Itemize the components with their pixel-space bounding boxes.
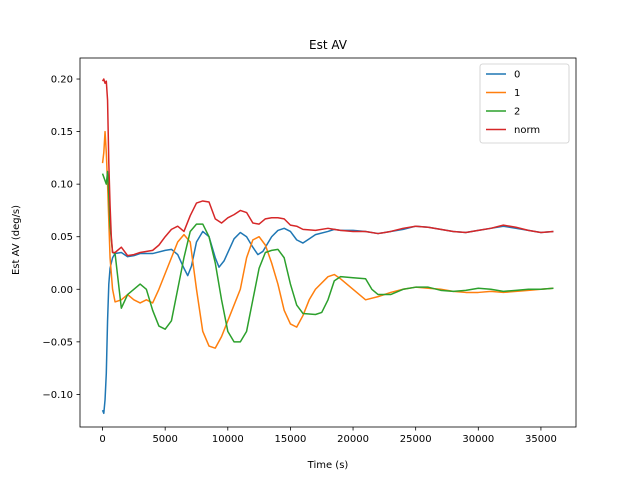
legend-label-0: 0 (514, 70, 520, 81)
series-line-norm (101, 78, 554, 257)
chart-title: Est AV (309, 38, 348, 52)
x-tick-label: 25000 (400, 434, 432, 445)
y-tick-label: 0.15 (51, 127, 73, 138)
x-tick-label: 30000 (462, 434, 494, 445)
plot-frame (79, 57, 577, 428)
x-tick-label: 35000 (525, 434, 557, 445)
x-tick-label: 0 (99, 434, 105, 445)
legend-label-1: 1 (514, 88, 520, 99)
y-tick-label: 0.20 (51, 75, 73, 86)
x-tick-label: 20000 (337, 434, 369, 445)
y-tick-label: 0.00 (51, 285, 73, 296)
legend: 0 1 2 norm (479, 63, 570, 144)
y-axis: −0.10 −0.05 0.00 0.05 0.10 0.15 0.20 (42, 75, 80, 401)
x-tick-label: 15000 (275, 434, 307, 445)
y-axis-label: Est AV (deg/s) (11, 205, 22, 275)
legend-label-norm: norm (514, 125, 540, 136)
x-axis: 0 5000 10000 15000 20000 25000 30000 35000 (99, 427, 557, 445)
series-line-2 (101, 170, 554, 343)
y-tick-label: −0.10 (42, 390, 73, 401)
y-tick-label: 0.05 (51, 232, 73, 243)
x-tick-label: 10000 (212, 434, 244, 445)
x-axis-label: Time (s) (307, 460, 349, 471)
y-tick-label: 0.10 (51, 180, 73, 191)
legend-label-2: 2 (514, 107, 520, 118)
legend-box (479, 63, 570, 144)
x-tick-label: 5000 (152, 434, 177, 445)
y-tick-label: −0.05 (42, 337, 73, 348)
plot-area (101, 78, 554, 415)
